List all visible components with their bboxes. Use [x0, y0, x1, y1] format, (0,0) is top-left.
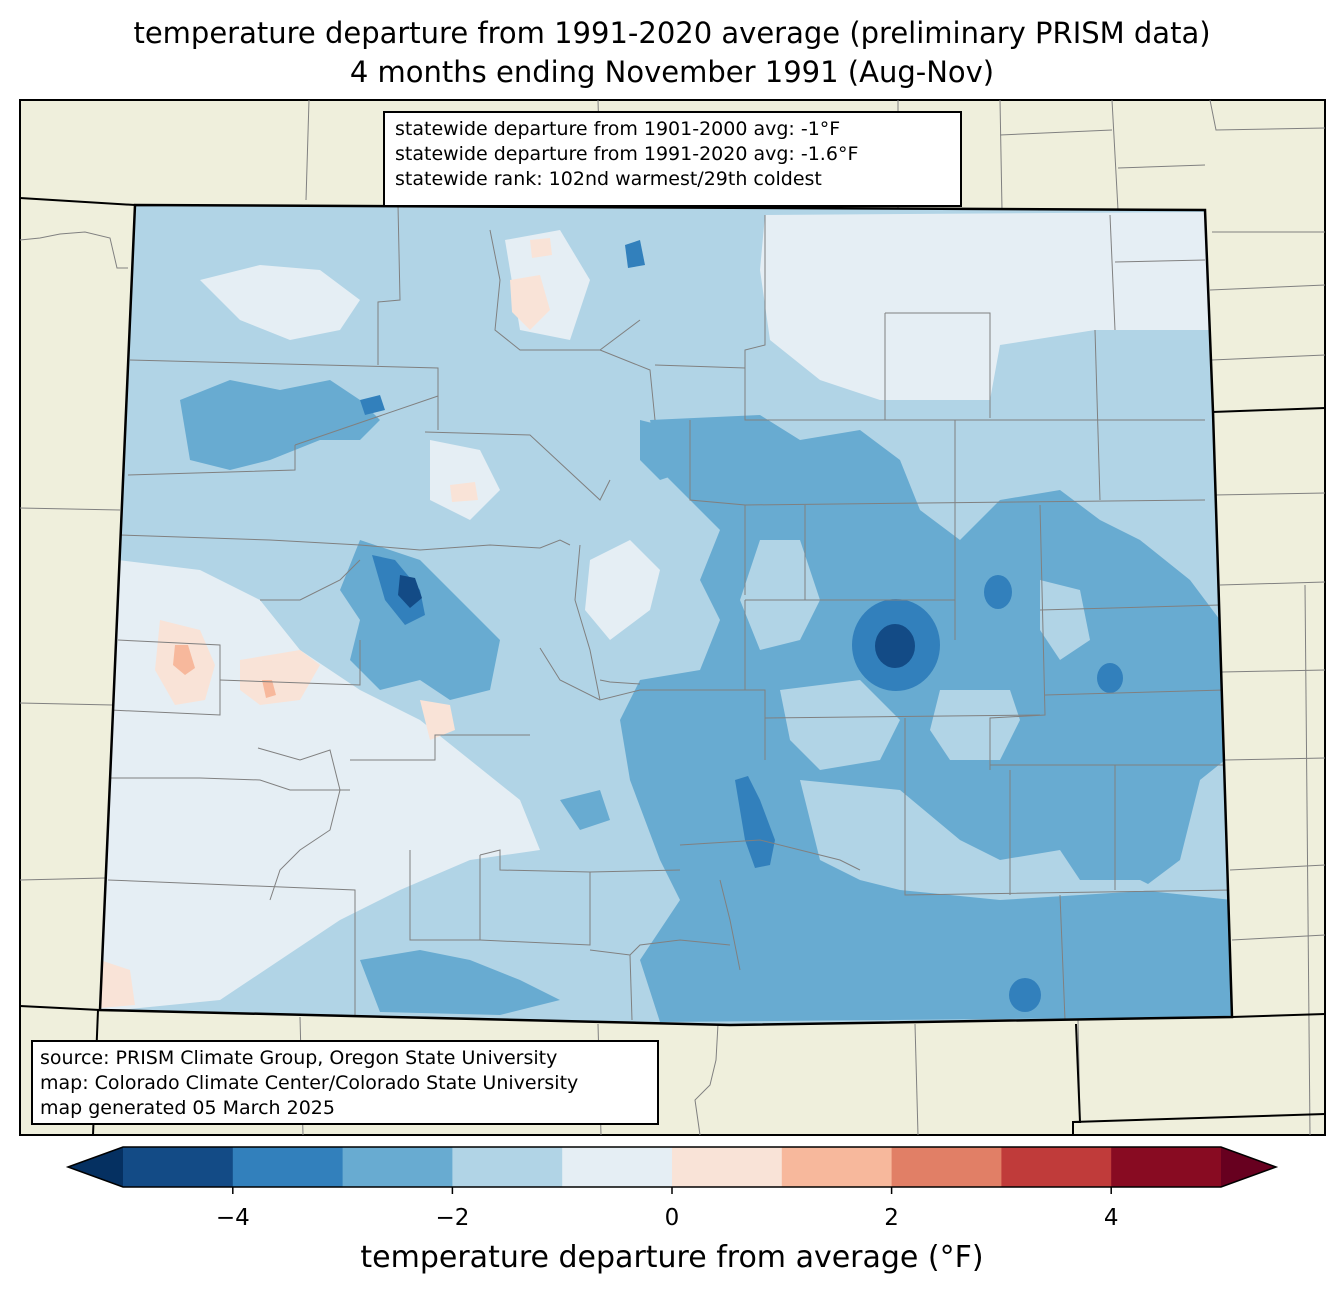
contour-mild-east2	[780, 680, 900, 770]
colorbar-tick-label: −4	[215, 1205, 250, 1231]
contour-coldest-mountain	[398, 575, 422, 608]
source-credit-box: source: PRISM Climate Group, Oregon Stat…	[31, 1040, 659, 1125]
contour-mild-east4	[930, 690, 1020, 760]
colorbar-outline	[65, 1146, 1279, 1188]
source-line-3: map generated 05 March 2025	[40, 1097, 335, 1119]
contour-cold-spot1	[984, 575, 1012, 609]
contour-warm-northcenter	[510, 275, 550, 330]
source-line-1: source: PRISM Climate Group, Oregon Stat…	[40, 1047, 558, 1069]
stats-line-1: statewide departure from 1901-2000 avg: …	[395, 118, 841, 140]
colorbar-segment	[342, 1147, 453, 1187]
colorbar-tick-label: 0	[664, 1205, 680, 1231]
colorbar	[65, 1146, 1279, 1194]
contour-warmer-west1	[173, 645, 195, 675]
contour-cool-south	[560, 790, 610, 830]
temperature-contours	[100, 212, 1232, 1022]
colorbar-segment	[1001, 1147, 1112, 1187]
colorbar-segment	[123, 1147, 234, 1187]
colorbar-segment	[672, 1147, 783, 1187]
contour-cold-spot2	[1097, 663, 1123, 693]
colorbar-tick-label: −2	[435, 1205, 470, 1231]
contour-warm-mid	[420, 700, 455, 740]
colorbar-segment	[562, 1147, 673, 1187]
contour-cool-southwest	[360, 950, 560, 1015]
contour-warm-patch2	[530, 238, 552, 258]
contour-cold-mountain3	[625, 240, 645, 268]
colorbar-extend-low	[68, 1147, 123, 1187]
county-lines	[107, 205, 1232, 1021]
neighbor-state-lines	[19, 197, 1326, 1136]
contour-nearnormal-northeast	[760, 212, 1210, 400]
colorbar-segment	[1111, 1147, 1222, 1187]
contour-nearnormal-patch1	[430, 440, 500, 520]
contour-cool-northwest	[180, 380, 380, 470]
source-line-2: map: Colorado Climate Center/Colorado St…	[40, 1072, 579, 1094]
contour-warm-patch	[450, 482, 478, 502]
contour-cold-mountain2	[360, 395, 385, 415]
contour-cold-valley	[735, 776, 775, 868]
colorbar-segment	[891, 1147, 1002, 1187]
colorbar-label: temperature departure from average (°F)	[360, 1240, 984, 1275]
statewide-stats-box: statewide departure from 1901-2000 avg: …	[383, 111, 962, 207]
colorbar-tick-label: 4	[1103, 1205, 1119, 1231]
colorado-boundary	[98, 203, 1234, 1027]
map-title-line-1: temperature departure from 1991-2020 ave…	[133, 16, 1211, 50]
colorbar-segment	[781, 1147, 893, 1187]
contour-cold-spot3	[1009, 978, 1041, 1012]
contour-coldest-core	[875, 624, 915, 668]
stats-line-3: statewide rank: 102nd warmest/29th colde…	[395, 168, 822, 190]
contour-mild-east5	[1040, 580, 1090, 660]
contour-nearnormal-north	[200, 265, 360, 340]
contour-mild-east3	[800, 780, 1160, 900]
contour-warmer-west2	[262, 680, 276, 698]
colorbar-tick-label: 2	[884, 1205, 899, 1231]
contour-nearnormal-center	[585, 540, 660, 640]
colorbar-extend-high	[1221, 1147, 1276, 1187]
map-title-line-2: 4 months ending November 1991 (Aug-Nov)	[349, 55, 995, 89]
stats-line-2: statewide departure from 1991-2020 avg: …	[395, 143, 859, 165]
colorbar-segment	[232, 1147, 344, 1187]
colorbar-segment	[452, 1147, 563, 1187]
contour-mild-east1	[740, 540, 820, 650]
contour-cool-northpark	[640, 420, 690, 480]
contour-warm-west2	[240, 650, 320, 705]
contour-warm-sw	[100, 960, 135, 1008]
